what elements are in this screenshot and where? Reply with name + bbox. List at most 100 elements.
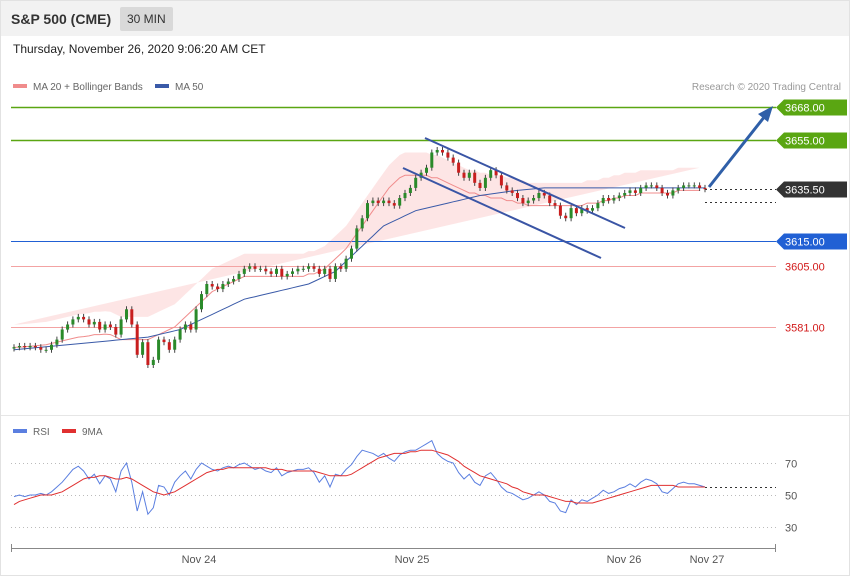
candle-body (157, 339, 161, 360)
candle-body (666, 193, 669, 196)
candle-body (505, 185, 509, 191)
level-label-3668.00: 3668.00 (785, 103, 825, 115)
rsi-legend-swatch (13, 429, 27, 433)
timeframe-badge[interactable]: 30 MIN (120, 7, 173, 31)
time-axis: Nov 24 Nov 25 Nov 26 Nov 27 (11, 544, 776, 566)
candle-body (698, 185, 702, 188)
time-tick-nov-24: Nov 24 (182, 554, 217, 566)
candle-body (242, 268, 246, 274)
candle-body (33, 346, 37, 348)
candle-body (376, 200, 380, 204)
candle-body (408, 187, 412, 193)
candle-body (676, 187, 680, 191)
candle-body (467, 172, 471, 178)
candle-body (60, 329, 64, 340)
candle-body (210, 284, 214, 287)
candle-body (692, 185, 696, 187)
candle-body (103, 324, 107, 330)
candle-body (473, 172, 477, 183)
candle-body (671, 190, 675, 196)
projection-arrow-head (758, 106, 773, 122)
candle-body (596, 203, 600, 209)
candle-body (232, 279, 236, 282)
candle-body (17, 346, 21, 348)
candle-body (328, 268, 332, 279)
candle-body (569, 208, 573, 219)
level-label-3655.00: 3655.00 (785, 136, 825, 148)
candle-body (50, 344, 53, 350)
candle-body (226, 281, 230, 284)
candle-body (392, 203, 396, 206)
time-tick-nov-27: Nov 27 (690, 554, 725, 566)
candle-body (248, 266, 252, 269)
candle-body (457, 162, 461, 173)
candle-body (71, 319, 75, 325)
candle-body (269, 271, 273, 274)
time-tick-nov-26: Nov 26 (607, 554, 642, 566)
candle-body (135, 324, 139, 355)
candle-body (173, 339, 177, 350)
candle-body (205, 284, 209, 295)
candle-body (87, 319, 91, 325)
candle-body (55, 339, 59, 345)
candle-body (189, 324, 193, 330)
candle-body (548, 195, 552, 204)
rsi-plot-area: 30 50 70 (11, 439, 797, 535)
rsi-ma9-line (13, 449, 705, 506)
candle-body (703, 187, 707, 190)
candle-body (323, 268, 327, 274)
candle-body (360, 218, 364, 229)
candle-body (146, 342, 150, 365)
candle-body (585, 208, 589, 211)
ma50-line (13, 187, 705, 351)
candle-body (649, 185, 653, 187)
candle-body (430, 152, 434, 168)
level-tag-3615.00 (776, 233, 847, 250)
candle-body (644, 185, 648, 188)
candle-body (462, 172, 466, 178)
candle-body (237, 273, 241, 279)
channel-lower-line (402, 167, 602, 259)
candle-body (639, 187, 643, 193)
candle-body (108, 324, 112, 327)
candle-body (194, 309, 198, 330)
ma9-legend-swatch (62, 429, 76, 433)
ma50-legend-label: MA 50 (175, 82, 204, 93)
candle-body (446, 152, 450, 158)
candle-body (574, 208, 578, 214)
candle-body (398, 198, 402, 206)
rsi-tick-70: 70 (785, 459, 797, 471)
ma9-legend-label: 9MA (82, 427, 103, 438)
level-label-3581.00: 3581.00 (785, 323, 825, 335)
candle-body (264, 268, 268, 272)
candle-body (275, 268, 278, 274)
candle-body (82, 316, 86, 320)
level-tag-3655.00 (776, 132, 847, 149)
candle-body (39, 347, 43, 350)
candle-body (296, 268, 300, 272)
candle-body (617, 195, 621, 198)
candle-body (141, 342, 145, 355)
ma20-legend-swatch (13, 84, 27, 88)
candle-body (76, 316, 80, 320)
candle-body (28, 346, 32, 348)
ma20-line (14, 174, 700, 348)
candle-body (387, 200, 391, 204)
price-plot-area: 3668.00 3655.00 3635.50 3615.00 3605.00 3581.… (11, 99, 847, 368)
candle-body (628, 190, 632, 193)
candle-body (655, 185, 659, 188)
candle-body (355, 228, 359, 249)
rsi-tick-30: 30 (785, 523, 797, 535)
level-tag-3635.50 (776, 181, 847, 198)
candle-body (23, 346, 27, 348)
candle-body (494, 170, 498, 176)
candle-body (366, 203, 369, 219)
rsi-line (13, 439, 706, 516)
report-datetime: Thursday, November 26, 2020 9:06:20 AM C… (13, 42, 266, 56)
level-label-3605.00: 3605.00 (785, 262, 825, 274)
candle-body (339, 266, 343, 269)
candle-body (451, 157, 455, 163)
candle-body (612, 198, 616, 201)
copyright-label: Research © 2020 Trading Central (692, 82, 841, 93)
level-label-3635.50: 3635.50 (785, 185, 825, 197)
